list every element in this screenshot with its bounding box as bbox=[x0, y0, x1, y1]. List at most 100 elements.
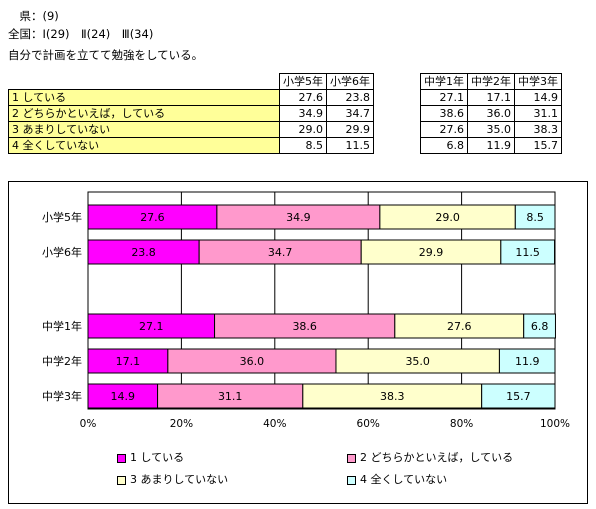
x-tick-label: 0% bbox=[80, 418, 97, 430]
x-tick-label: 20% bbox=[170, 418, 193, 430]
x-tick-label: 60% bbox=[357, 418, 380, 430]
data-label: 15.7 bbox=[506, 390, 531, 403]
stacked-bar-chart: 0% 20% 40% 60% 80% 100% 小学5年 27.6 34.9 29.0 8.5 小学6… bbox=[42, 191, 570, 430]
table-cell: 34.7 bbox=[326, 105, 374, 122]
data-label: 27.1 bbox=[139, 320, 164, 333]
legend-item-4: 4 全くしていない bbox=[347, 471, 447, 487]
bar-segment bbox=[87, 239, 200, 265]
legend-label: 4 全くしていない bbox=[360, 473, 448, 486]
table-cell: 17.1 bbox=[467, 89, 515, 106]
data-label: 34.9 bbox=[286, 211, 311, 224]
table-cell: 29.0 bbox=[279, 121, 327, 138]
table-cell: 8.5 bbox=[279, 137, 327, 154]
bar-segment bbox=[335, 348, 500, 374]
survey-question: 自分で計画を立てて勉強をしている。 bbox=[8, 48, 204, 62]
table-row: 3 あまりしていない 29.0 29.9 27.6 35.0 38.3 bbox=[8, 121, 562, 138]
table-cell: 11.5 bbox=[326, 137, 374, 154]
data-label: 38.3 bbox=[380, 390, 405, 403]
legend-swatch bbox=[117, 475, 126, 485]
table-row: 4 全くしていない 8.5 11.5 6.8 11.9 15.7 bbox=[8, 137, 562, 154]
col-header: 小学6年 bbox=[326, 73, 374, 90]
x-tick-label: 80% bbox=[450, 418, 473, 430]
row-label: 2 どちらかといえば，している bbox=[8, 105, 280, 122]
national-counts: 全国：Ⅰ(29) Ⅱ(24) Ⅲ(34) bbox=[8, 27, 154, 41]
legend-item-1: 1 している bbox=[117, 449, 184, 465]
chart-area: 0% 20% 40% 60% 80% 100% 小学5年 27.6 34.9 29.0 8.5 小学6… bbox=[8, 181, 588, 504]
row-label: 3 あまりしていない bbox=[8, 121, 280, 138]
x-tick-label: 40% bbox=[263, 418, 286, 430]
bar-segment bbox=[87, 348, 169, 374]
legend-item-2: 2 どちらかといえば，している bbox=[347, 449, 513, 465]
data-label: 14.9 bbox=[111, 390, 136, 403]
table-cell: 38.6 bbox=[420, 105, 468, 122]
data-label: 27.6 bbox=[447, 320, 472, 333]
legend-item-3: 3 あまりしていない bbox=[117, 471, 228, 487]
bar-segment bbox=[167, 348, 337, 374]
legend-label: 3 あまりしていない bbox=[130, 473, 229, 486]
table-cell: 35.0 bbox=[467, 121, 515, 138]
bar-segment bbox=[214, 313, 396, 339]
data-label: 35.0 bbox=[405, 355, 430, 368]
prefecture-count: 県：(9) bbox=[8, 9, 59, 23]
bar-segment bbox=[523, 313, 556, 339]
table-cell: 29.9 bbox=[326, 121, 374, 138]
table-row: 1 している 27.6 23.8 27.1 17.1 14.9 bbox=[8, 89, 562, 106]
bar-segment bbox=[216, 204, 381, 230]
bar-segment bbox=[500, 239, 556, 265]
col-header: 中学2年 bbox=[467, 73, 515, 90]
row-label: 4 全くしていない bbox=[8, 137, 280, 154]
data-label: 34.7 bbox=[268, 246, 293, 259]
data-label: 29.0 bbox=[435, 211, 460, 224]
table-cell: 14.9 bbox=[514, 89, 562, 106]
category-label: 中学2年 bbox=[42, 354, 82, 368]
data-label: 6.8 bbox=[531, 320, 549, 333]
data-label: 27.6 bbox=[140, 211, 165, 224]
table-cell: 34.9 bbox=[279, 105, 327, 122]
table-row: 2 どちらかといえば，している 34.9 34.7 38.6 36.0 31.1 bbox=[8, 105, 562, 122]
x-tick-label: 100% bbox=[540, 418, 570, 430]
table-cell: 27.6 bbox=[279, 89, 327, 106]
category-label: 小学5年 bbox=[42, 210, 82, 224]
table-cell: 31.1 bbox=[514, 105, 562, 122]
bar-segment bbox=[87, 313, 216, 339]
legend-swatch bbox=[347, 453, 356, 463]
bar-segment bbox=[87, 204, 218, 230]
bar-segment bbox=[87, 383, 159, 409]
table-cell: 15.7 bbox=[514, 137, 562, 154]
bar-segment bbox=[394, 313, 525, 339]
legend-label: 2 どちらかといえば，している bbox=[360, 451, 514, 464]
legend-swatch bbox=[347, 475, 356, 485]
bar-segment bbox=[198, 239, 362, 265]
data-label: 23.8 bbox=[131, 246, 156, 259]
legend-label: 1 している bbox=[130, 451, 185, 464]
legend-swatch bbox=[117, 453, 126, 463]
results-table: 小学5年 小学6年 中学1年 中学2年 中学3年 1 している 27.6 23.… bbox=[8, 73, 562, 154]
bar-segment bbox=[157, 383, 304, 409]
table-cell: 27.6 bbox=[420, 121, 468, 138]
category-label: 中学3年 bbox=[42, 389, 82, 403]
table-cell: 38.3 bbox=[514, 121, 562, 138]
data-label: 29.9 bbox=[419, 246, 444, 259]
bar-segment bbox=[498, 348, 556, 374]
col-header: 中学3年 bbox=[514, 73, 562, 90]
col-header: 中学1年 bbox=[420, 73, 468, 90]
col-header: 小学5年 bbox=[279, 73, 327, 90]
data-label: 17.1 bbox=[116, 355, 141, 368]
bar-segment bbox=[514, 204, 556, 230]
bar-segment bbox=[379, 204, 516, 230]
data-label: 8.5 bbox=[526, 211, 544, 224]
table-cell: 27.1 bbox=[420, 89, 468, 106]
category-label: 小学6年 bbox=[42, 245, 82, 259]
table-cell: 11.9 bbox=[467, 137, 515, 154]
category-label: 中学1年 bbox=[42, 319, 82, 333]
data-label: 38.6 bbox=[292, 320, 317, 333]
bar-segment bbox=[481, 383, 556, 409]
table-cell: 6.8 bbox=[420, 137, 468, 154]
table-cell: 23.8 bbox=[326, 89, 374, 106]
table-header-row: 小学5年 小学6年 中学1年 中学2年 中学3年 bbox=[8, 73, 562, 90]
data-label: 36.0 bbox=[240, 355, 265, 368]
plot-border bbox=[87, 191, 556, 410]
row-label: 1 している bbox=[8, 89, 280, 106]
data-label: 11.9 bbox=[515, 355, 540, 368]
bar-segment bbox=[302, 383, 483, 409]
